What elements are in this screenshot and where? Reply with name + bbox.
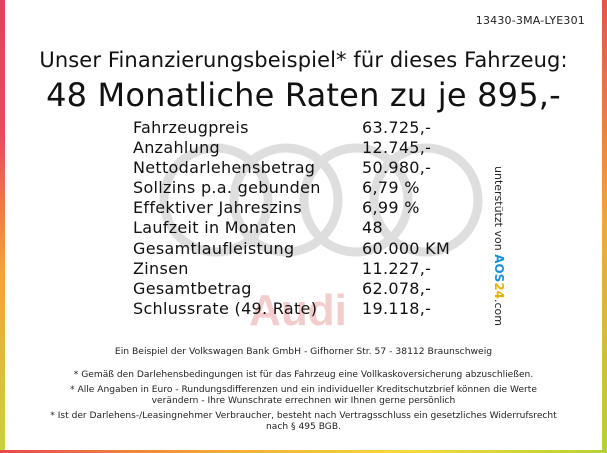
finance-label: Gesamtlaufleistung: [133, 238, 295, 258]
finance-value: 19.118,-: [362, 298, 432, 318]
finance-row: Effektiver Jahreszins 6,99 %: [133, 198, 450, 218]
footnotes: * Gemäß den Darlehensbedingungen ist für…: [50, 370, 557, 437]
finance-label: Schlussrate (49. Rate): [133, 298, 318, 318]
reference-code: 13430-3MA-LYE301: [475, 14, 585, 27]
sponsor-brand-aos: AOS: [491, 254, 506, 283]
finance-label: Zinsen: [133, 258, 189, 278]
finance-label: Effektiver Jahreszins: [133, 198, 302, 218]
finance-row: Laufzeit in Monaten 48: [133, 218, 450, 238]
finance-row: Fahrzeugpreis 63.725,-: [133, 118, 450, 138]
finance-label: Anzahlung: [133, 138, 221, 158]
sponsor-vertical-text: unterstützt von AOS24.com: [492, 166, 586, 336]
finance-label: Fahrzeugpreis: [133, 118, 249, 137]
finance-value: 63.725,-: [362, 118, 432, 137]
finance-value: 6,79 %: [362, 178, 420, 198]
finance-table: Fahrzeugpreis 63.725,- Anzahlung 12.745,- …: [133, 118, 450, 319]
footnote: * Ist der Darlehens-/Leasingnehmer Verbr…: [50, 410, 557, 433]
finance-label: Sollzins p.a. gebunden: [133, 178, 321, 198]
finance-row: Schlussrate (49. Rate) 19.118,-: [133, 299, 450, 319]
finance-row: Gesamtlaufleistung 60.000 KM: [133, 239, 450, 259]
finance-value: 6,99 %: [362, 198, 420, 218]
right-color-stripe: [602, 0, 607, 453]
finance-label: Gesamtbetrag: [133, 278, 252, 298]
bottom-color-stripe: [0, 450, 607, 453]
finance-row: Gesamtbetrag 62.078,-: [133, 279, 450, 299]
finance-row: Anzahlung 12.745,-: [133, 138, 450, 158]
finance-value: 12.745,-: [362, 138, 432, 158]
finance-value: 11.227,-: [362, 258, 432, 278]
finance-row: Sollzins p.a. gebunden 6,79 %: [133, 178, 450, 198]
finance-label: Nettodarlehensbetrag: [133, 158, 316, 178]
finance-value: 60.000 KM: [362, 238, 451, 258]
finance-label: Laufzeit in Monaten: [133, 218, 297, 238]
headline: Unser Finanzierungsbeispiel* für dieses …: [39, 48, 568, 72]
bank-info: Ein Beispiel der Volkswagen Bank GmbH - …: [114, 346, 493, 357]
finance-value: 48: [362, 218, 383, 238]
sponsor-prefix: unterstützt von: [491, 166, 505, 255]
finance-value: 50.980,-: [362, 158, 432, 178]
sponsor-brand-24: 24: [491, 282, 506, 300]
left-color-stripe: [0, 0, 5, 453]
footnote: * Alle Angaben in Euro - Rundungsdiffere…: [70, 384, 537, 407]
sponsor-suffix: .com: [491, 299, 505, 327]
finance-row: Zinsen 11.227,-: [133, 259, 450, 279]
monthly-rate-headline: 48 Monatliche Raten zu je 895,-: [46, 76, 561, 114]
finance-row: Nettodarlehensbetrag 50.980,-: [133, 158, 450, 178]
footnote: * Gemäß den Darlehensbedingungen ist für…: [73, 370, 534, 380]
finance-value: 62.078,-: [362, 278, 432, 298]
